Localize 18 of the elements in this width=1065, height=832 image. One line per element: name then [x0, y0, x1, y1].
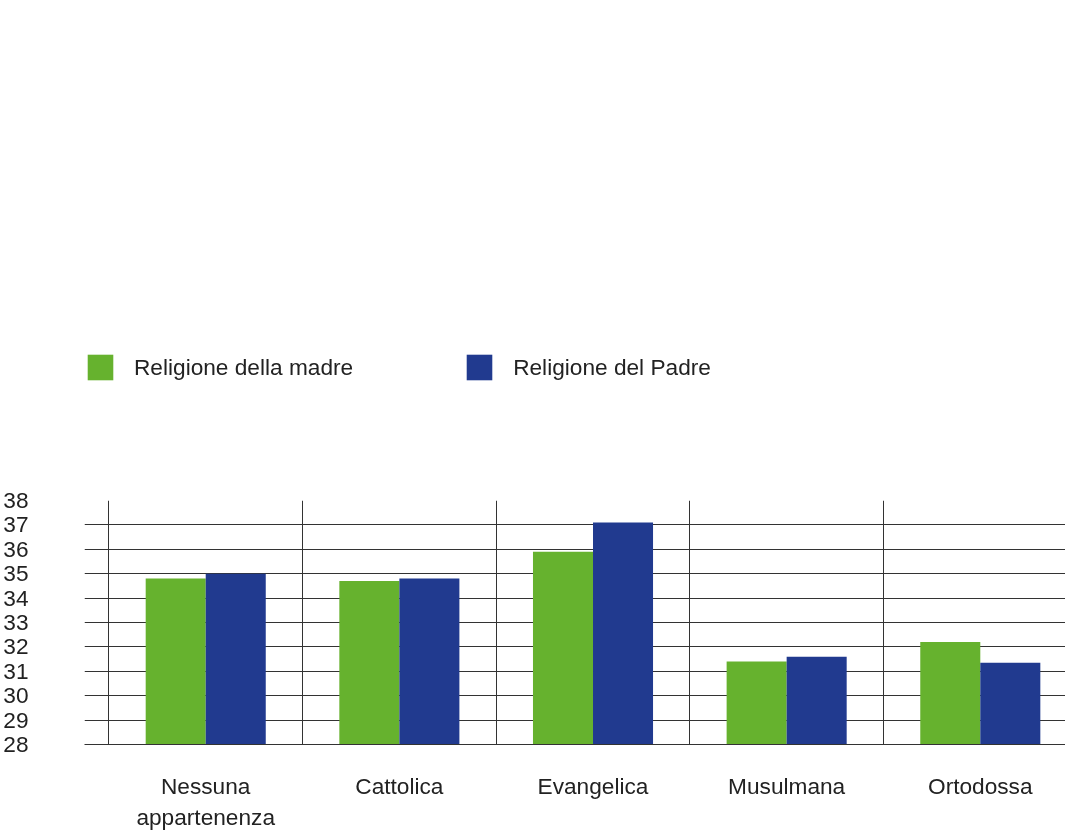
x-tick-label: Cattolica: [355, 772, 444, 799]
legend-label: Religione del Padre: [513, 353, 711, 381]
legend-label: Religione della madre: [134, 353, 354, 381]
y-tick-label: 30: [3, 682, 29, 709]
y-tick-label: 36: [3, 535, 29, 562]
y-tick-label: 29: [3, 706, 29, 733]
y-tick-label: 38: [3, 487, 29, 513]
y-tick-label: 35: [3, 560, 29, 587]
y-tick-label: 37: [3, 511, 29, 538]
x-tick-label: Ortodossa: [928, 772, 1033, 799]
y-tick-label: 34: [3, 584, 29, 611]
y-tick-label: 32: [3, 633, 29, 660]
y-tick-label: 33: [3, 609, 29, 635]
y-tick-label: 28: [3, 731, 29, 757]
x-tick-label: Evangelica: [537, 772, 649, 799]
y-tick-label: 31: [3, 657, 29, 684]
x-tick-label: Nessuna appartenenza: [136, 772, 276, 830]
x-tick-label: Musulmana: [728, 772, 846, 799]
